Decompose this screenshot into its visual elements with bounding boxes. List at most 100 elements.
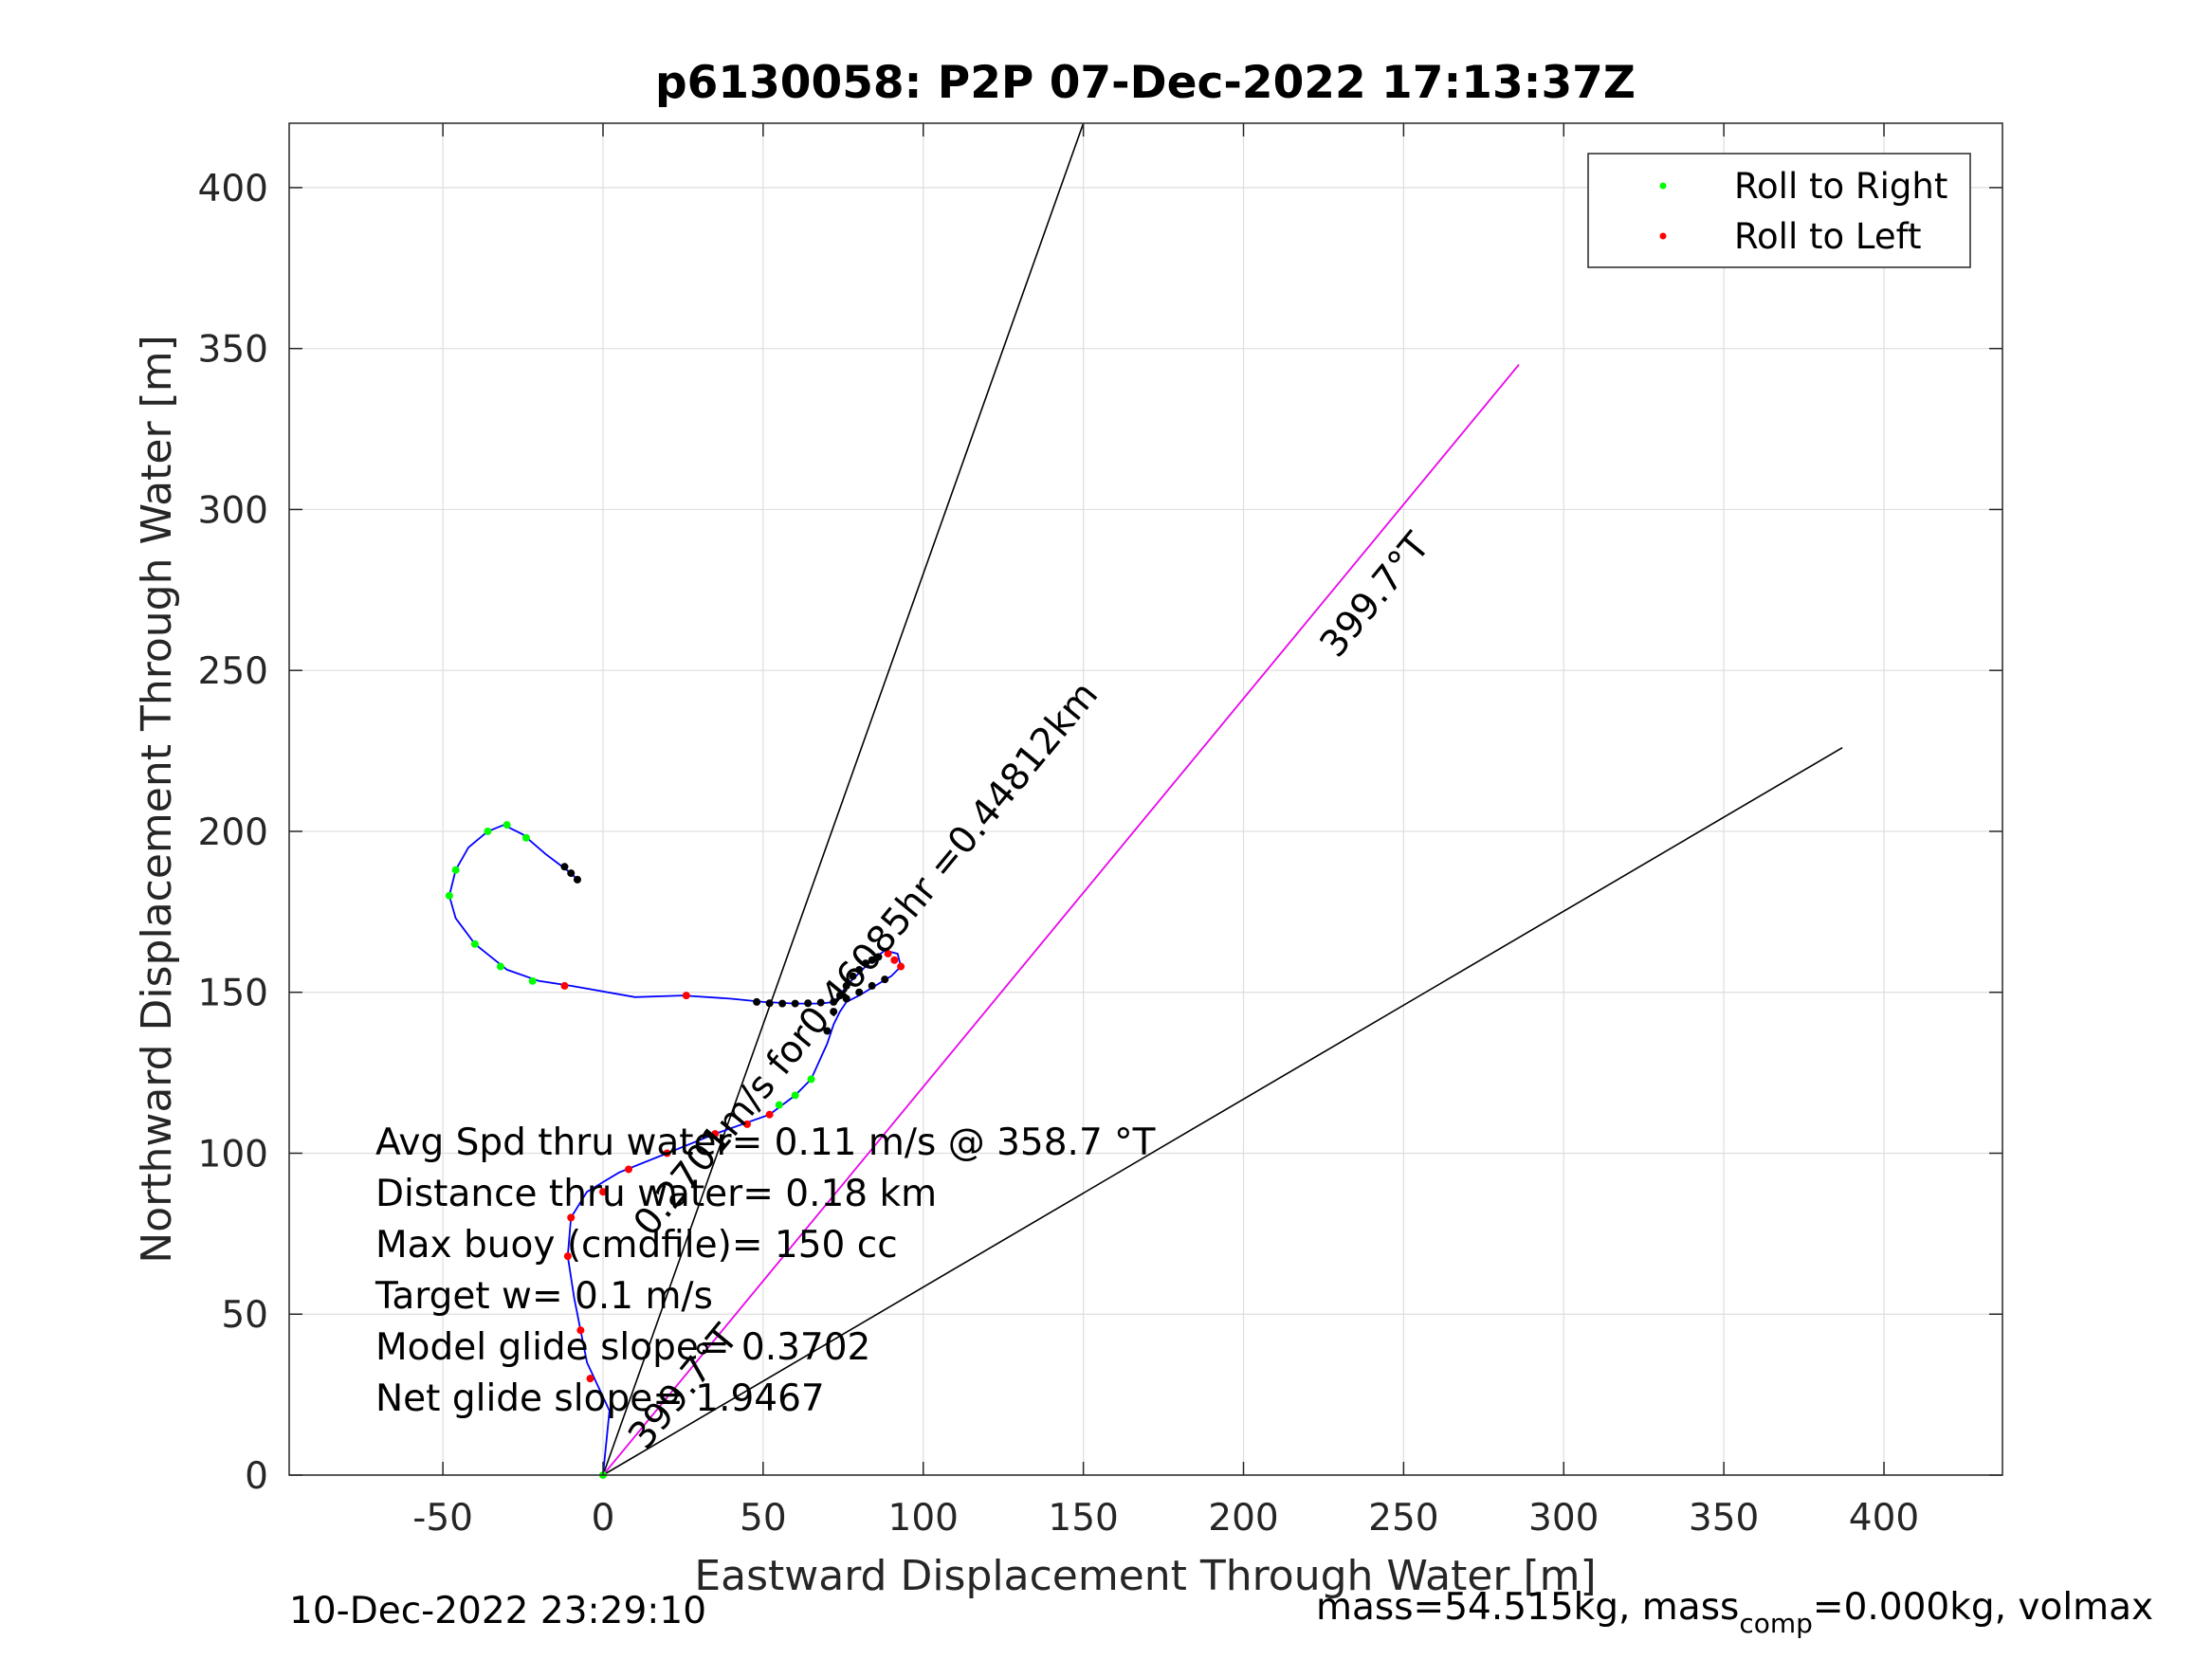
x-tick-label-6: 250 [1368, 1497, 1438, 1540]
y-tick-label-4: 200 [198, 811, 268, 854]
legend: Roll to Right Roll to Left [1587, 153, 1971, 268]
roll-left-point-5 [625, 1165, 633, 1174]
x-tick-label-8: 350 [1689, 1497, 1759, 1540]
roll-left-point-7 [711, 1130, 720, 1139]
roll-left-point-3 [586, 1375, 594, 1383]
stat-line-0: Avg Spd thru water= 0.11 m/s @ 358.7 °T [375, 1121, 1156, 1164]
glide-point-20 [874, 953, 883, 961]
y-tick-label-0: 0 [245, 1455, 268, 1498]
roll-left-point-1 [567, 1213, 576, 1222]
glide-point-0 [573, 875, 581, 884]
glide-point-21 [830, 1008, 838, 1016]
stat-line-2: Max buoy (cmdfile)= 150 cc [375, 1224, 898, 1267]
stat-line-3: Target w= 0.1 m/s [375, 1275, 713, 1318]
glide-point-19 [868, 956, 876, 964]
x-axis-label: Eastward Displacement Through Water [m] [694, 1552, 1596, 1600]
legend-box [1587, 153, 1971, 268]
roll-right-point-4 [496, 962, 504, 971]
footer-timestamp: 10-Dec-2022 23:29:10 [289, 1590, 706, 1632]
reference-line-0 [602, 122, 1085, 1476]
y-tick-label-2: 100 [198, 1133, 268, 1176]
x-tick-label-1: 0 [592, 1497, 615, 1540]
roll-right-point-5 [528, 976, 537, 985]
glide-point-13 [881, 975, 889, 984]
roll-right-point-11 [775, 1101, 783, 1109]
x-tick-label-2: 50 [740, 1497, 787, 1540]
roll-right-point-10 [807, 1075, 815, 1084]
roll-left-point-11 [682, 992, 690, 1000]
roll-right-point-9 [791, 1091, 799, 1100]
reference-line-3 [602, 364, 1520, 1476]
glide-point-15 [842, 981, 850, 990]
roll-right-point-6 [484, 827, 492, 835]
glide-point-6 [791, 999, 799, 1008]
x-tick-label-4: 150 [1048, 1497, 1118, 1540]
roll-left-point-2 [576, 1326, 585, 1335]
glide-point-16 [849, 972, 857, 980]
stat-line-5: Net glide slope= 1.9467 [375, 1377, 825, 1420]
roll-right-point-2 [445, 891, 453, 900]
footer-mass: mass=54.515kg, masscomp=0.000kg, volmax [1316, 1586, 2153, 1639]
x-tick-label-0: -50 [412, 1497, 473, 1540]
roll-right-point-8 [521, 833, 530, 842]
roll-left-point-13 [897, 962, 905, 971]
footer-mass-part2: =0.000kg, volmax [1813, 1586, 2153, 1629]
footer-mass-sub: comp [1739, 1608, 1813, 1639]
glide-point-5 [778, 999, 787, 1008]
stats-annotations: Avg Spd thru water= 0.11 m/s @ 358.7 °T D… [375, 1121, 1156, 1420]
roll-right-point-3 [470, 939, 479, 948]
roll-left-point-4 [599, 1188, 608, 1196]
roll-left-point-12 [890, 956, 899, 964]
stat-line-1: Distance thru water= 0.18 km [375, 1173, 937, 1215]
glide-point-8 [816, 998, 825, 1007]
y-tick-label-6: 300 [198, 489, 268, 532]
x-tick-label-3: 100 [888, 1497, 959, 1540]
legend-marker-roll-left [1659, 232, 1667, 240]
y-axis-label: Northward Displacement Through Water [m] [133, 335, 181, 1263]
glide-point-17 [855, 965, 864, 974]
y-tick-label-3: 150 [198, 973, 268, 1015]
x-tick-label-9: 400 [1849, 1497, 1919, 1540]
glide-point-9 [830, 997, 838, 1006]
x-tick-labels: -50 0 50 100 150 200 250 300 350 400 [412, 1497, 1919, 1540]
roll-left-point-14 [884, 949, 892, 957]
marker-points [445, 821, 905, 1479]
legend-label-roll-right: Roll to Right [1734, 166, 1947, 207]
glide-point-3 [753, 997, 761, 1006]
y-tick-label-5: 250 [198, 650, 268, 693]
glide-point-2 [560, 863, 569, 871]
roll-right-point-7 [503, 821, 511, 830]
glide-point-10 [842, 994, 850, 1003]
glide-point-7 [804, 999, 813, 1008]
glide-point-4 [765, 999, 774, 1008]
axes-box [288, 122, 2003, 1476]
glide-point-18 [861, 959, 869, 968]
glide-point-14 [835, 992, 844, 1000]
grid-lines [289, 123, 2002, 1476]
tick-marks [289, 123, 2002, 1476]
glide-point-1 [567, 869, 576, 878]
x-tick-label-7: 300 [1528, 1497, 1599, 1540]
footer-mass-part1: mass=54.515kg, mass [1316, 1586, 1739, 1629]
roll-left-point-6 [663, 1149, 671, 1158]
roll-left-point-9 [765, 1110, 774, 1119]
roll-left-point-0 [563, 1252, 572, 1261]
roll-left-point-8 [742, 1120, 751, 1128]
chart-title: p6130058: P2P 07-Dec-2022 17:13:37Z [655, 57, 1636, 109]
reference-lines [602, 122, 1843, 1476]
x-tick-label-5: 200 [1208, 1497, 1278, 1540]
glide-point-11 [855, 988, 864, 996]
glide-point-12 [868, 981, 876, 990]
legend-marker-roll-right [1659, 182, 1667, 190]
y-tick-label-1: 50 [221, 1294, 268, 1337]
roll-left-point-10 [560, 981, 569, 990]
legend-label-roll-left: Roll to Left [1734, 216, 1922, 257]
glide-point-22 [823, 1027, 832, 1035]
roll-right-point-1 [451, 866, 460, 874]
y-tick-label-8: 400 [198, 168, 268, 210]
y-tick-labels: 0 50 100 150 200 250 300 350 400 [198, 168, 268, 1498]
stat-line-4: Model glide slope= 0.3702 [375, 1326, 870, 1369]
plot-area: 399.7°T0.2701m/s for0.46085hr =0.44812km… [288, 122, 2003, 1479]
reference-line-1 [602, 746, 1843, 1476]
